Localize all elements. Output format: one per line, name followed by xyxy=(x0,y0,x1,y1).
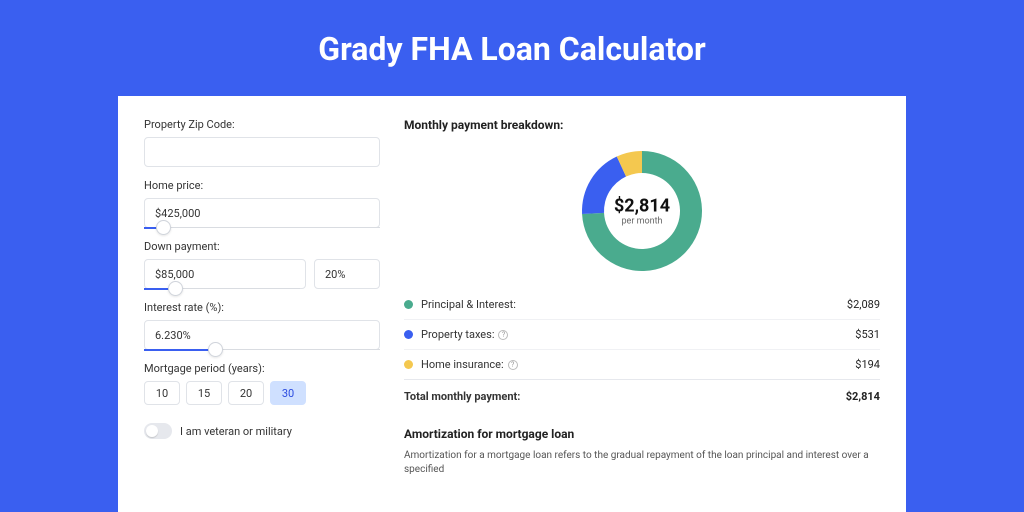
period-btn-20[interactable]: 20 xyxy=(228,381,264,405)
legend-dot-icon xyxy=(404,300,413,309)
home-price-input[interactable] xyxy=(144,198,380,228)
info-icon[interactable]: ? xyxy=(508,360,518,370)
inputs-panel: Property Zip Code: Home price: Down paym… xyxy=(144,118,380,490)
down-payment-pct-input[interactable] xyxy=(314,259,380,289)
period-btn-30[interactable]: 30 xyxy=(270,381,306,405)
total-value: $2,814 xyxy=(846,390,880,403)
donut-sub: per month xyxy=(614,217,670,227)
period-buttons: 10152030 xyxy=(144,381,380,405)
period-btn-15[interactable]: 15 xyxy=(186,381,222,405)
info-icon[interactable]: ? xyxy=(498,330,508,340)
home-price-label: Home price: xyxy=(144,179,380,192)
zip-label: Property Zip Code: xyxy=(144,118,380,131)
legend-label: Property taxes:? xyxy=(421,328,508,341)
home-price-slider[interactable] xyxy=(144,227,380,228)
veteran-toggle[interactable] xyxy=(144,423,172,439)
amortization-title: Amortization for mortgage loan xyxy=(404,427,880,441)
interest-input[interactable] xyxy=(144,320,380,350)
legend: Principal & Interest: $2,089 Property taxe… xyxy=(404,290,880,380)
legend-dot-icon xyxy=(404,330,413,339)
legend-row-1: Property taxes:? $531 xyxy=(404,320,880,350)
legend-label: Principal & Interest: xyxy=(421,298,516,311)
calculator-card: Property Zip Code: Home price: Down paym… xyxy=(118,96,906,512)
veteran-label: I am veteran or military xyxy=(180,425,292,438)
legend-label: Home insurance:? xyxy=(421,358,518,371)
total-row: Total monthly payment: $2,814 xyxy=(404,380,880,411)
zip-input[interactable] xyxy=(144,137,380,167)
period-label: Mortgage period (years): xyxy=(144,362,380,375)
interest-slider[interactable] xyxy=(144,349,380,350)
total-label: Total monthly payment: xyxy=(404,390,520,403)
legend-dot-icon xyxy=(404,360,413,369)
donut-amount: $2,814 xyxy=(614,196,670,217)
toggle-knob xyxy=(146,425,158,437)
interest-label: Interest rate (%): xyxy=(144,301,380,314)
legend-value: $531 xyxy=(855,328,880,341)
period-btn-10[interactable]: 10 xyxy=(144,381,180,405)
donut-chart: $2,814 per month xyxy=(404,146,880,276)
breakdown-title: Monthly payment breakdown: xyxy=(404,118,880,132)
legend-row-2: Home insurance:? $194 xyxy=(404,350,880,380)
down-payment-label: Down payment: xyxy=(144,240,380,253)
legend-value: $2,089 xyxy=(847,298,880,311)
page-title: Grady FHA Loan Calculator xyxy=(318,30,705,68)
breakdown-panel: Monthly payment breakdown: $2,814 per mo… xyxy=(404,118,880,490)
legend-value: $194 xyxy=(855,358,880,371)
legend-row-0: Principal & Interest: $2,089 xyxy=(404,290,880,320)
amortization-text: Amortization for a mortgage loan refers … xyxy=(404,449,880,477)
down-payment-slider[interactable] xyxy=(144,288,300,289)
